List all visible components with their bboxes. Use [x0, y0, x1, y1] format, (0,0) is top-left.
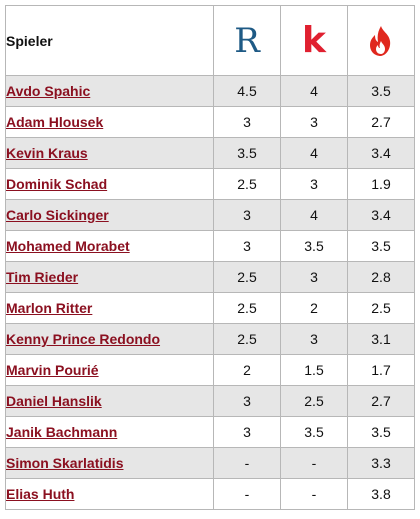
rating-cell: 2.5	[347, 292, 415, 324]
player-name-cell: Tim Rieder	[5, 261, 214, 293]
player-name-cell: Janik Bachmann	[5, 416, 214, 448]
k-logo-icon: k	[302, 20, 326, 61]
rating-cell: 3.5	[213, 137, 281, 169]
rating-cell: 2.8	[347, 261, 415, 293]
player-link[interactable]: Carlo Sickinger	[6, 207, 109, 223]
table-row: Daniel Hanslik 3 2.5 2.7	[5, 385, 415, 417]
table-body: Avdo Spahic 4.5 4 3.5 Adam Hlousek 3 3 2.7 Kevin…	[5, 75, 415, 510]
table-row: Marlon Ritter 2.5 2 2.5	[5, 292, 415, 324]
player-link[interactable]: Daniel Hanslik	[6, 393, 102, 409]
rating-cell: 2.5	[213, 292, 281, 324]
player-link[interactable]: Dominik Schad	[6, 176, 108, 192]
rating-cell: 3	[280, 168, 348, 200]
rating-cell: 3.5	[347, 230, 415, 262]
player-link[interactable]: Tim Rieder	[6, 269, 79, 285]
rating-cell: 2.7	[347, 385, 415, 417]
player-name-cell: Marlon Ritter	[5, 292, 214, 324]
r-logo-icon: R	[234, 20, 260, 61]
player-link[interactable]: Adam Hlousek	[6, 114, 104, 130]
rating-cell: 4	[280, 137, 348, 169]
table-row: Simon Skarlatidis - -3.3	[5, 447, 415, 479]
rating-cell: -	[280, 447, 348, 479]
player-name-cell: Adam Hlousek	[5, 106, 214, 138]
player-name-cell: Dominik Schad	[5, 168, 214, 200]
player-link[interactable]: Elias Huth	[6, 486, 75, 502]
rating-cell: 4.5	[213, 75, 281, 107]
table-header-row: Spieler R k	[5, 5, 415, 76]
rating-cell: 3.5	[280, 416, 348, 448]
table-row: Elias Huth - -3.8	[5, 478, 415, 510]
player-link[interactable]: Kenny Prince Redondo	[6, 331, 161, 347]
player-name-cell: Elias Huth	[5, 478, 214, 510]
rating-cell: 2.5	[280, 385, 348, 417]
player-link[interactable]: Avdo Spahic	[6, 83, 91, 99]
rating-cell: 3	[280, 261, 348, 293]
rating-cell: 2.5	[213, 323, 281, 355]
player-name-cell: Carlo Sickinger	[5, 199, 214, 231]
rating-cell: 3	[213, 385, 281, 417]
player-link[interactable]: Janik Bachmann	[6, 424, 118, 440]
rating-cell: 4	[280, 75, 348, 107]
rating-cell: 3.8	[347, 478, 415, 510]
player-link[interactable]: Kevin Kraus	[6, 145, 88, 161]
player-link[interactable]: Marlon Ritter	[6, 300, 93, 316]
table-row: Marvin Pourié 2 1.5 1.7	[5, 354, 415, 386]
player-name-cell: Kenny Prince Redondo	[5, 323, 214, 355]
rating-cell: 3	[213, 199, 281, 231]
source-flame-header	[347, 5, 415, 76]
table-row: Kenny Prince Redondo 2.5 3 3.1	[5, 323, 415, 355]
rating-cell: 3	[280, 106, 348, 138]
player-name-cell: Simon Skarlatidis	[5, 447, 214, 479]
player-name-cell: Kevin Kraus	[5, 137, 214, 169]
rating-cell: 1.5	[280, 354, 348, 386]
rating-cell: 3.5	[347, 75, 415, 107]
rating-cell: 4	[280, 199, 348, 231]
player-name-cell: Marvin Pourié	[5, 354, 214, 386]
table-row: Mohamed Morabet 3 3.5 3.5	[5, 230, 415, 262]
rating-cell: 2	[213, 354, 281, 386]
table-row: Tim Rieder 2.5 3 2.8	[5, 261, 415, 293]
table-row: Adam Hlousek 3 3 2.7	[5, 106, 415, 138]
player-name-cell: Daniel Hanslik	[5, 385, 214, 417]
player-name-cell: Avdo Spahic	[5, 75, 214, 107]
rating-cell: 3	[213, 106, 281, 138]
rating-cell: 2.5	[213, 168, 281, 200]
player-column-header: Spieler	[5, 5, 214, 76]
rating-cell: -	[213, 447, 281, 479]
table-row: Kevin Kraus 3.5 4 3.4	[5, 137, 415, 169]
rating-cell: 3.5	[280, 230, 348, 262]
table-row: Dominik Schad 2.5 3 1.9	[5, 168, 415, 200]
player-ratings-table: Spieler R k Avdo Spahic 4.5 4 3.5 Adam Hlous…	[5, 5, 415, 510]
source-k-header: k	[280, 5, 348, 76]
rating-cell: 3	[213, 230, 281, 262]
flame-icon	[370, 25, 391, 56]
rating-cell: -	[280, 478, 348, 510]
rating-cell: 2.5	[213, 261, 281, 293]
rating-cell: 2.7	[347, 106, 415, 138]
player-name-cell: Mohamed Morabet	[5, 230, 214, 262]
rating-cell: 1.7	[347, 354, 415, 386]
rating-cell: -	[213, 478, 281, 510]
rating-cell: 1.9	[347, 168, 415, 200]
player-link[interactable]: Marvin Pourié	[6, 362, 99, 378]
player-link[interactable]: Simon Skarlatidis	[6, 455, 124, 471]
rating-cell: 3.5	[347, 416, 415, 448]
rating-cell: 3.3	[347, 447, 415, 479]
table-row: Carlo Sickinger 3 4 3.4	[5, 199, 415, 231]
rating-cell: 3	[213, 416, 281, 448]
table-row: Avdo Spahic 4.5 4 3.5	[5, 75, 415, 107]
rating-cell: 3.4	[347, 137, 415, 169]
rating-cell: 3.1	[347, 323, 415, 355]
rating-cell: 3.4	[347, 199, 415, 231]
rating-cell: 3	[280, 323, 348, 355]
player-link[interactable]: Mohamed Morabet	[6, 238, 130, 254]
source-r-header: R	[213, 5, 281, 76]
rating-cell: 2	[280, 292, 348, 324]
table-row: Janik Bachmann 3 3.5 3.5	[5, 416, 415, 448]
